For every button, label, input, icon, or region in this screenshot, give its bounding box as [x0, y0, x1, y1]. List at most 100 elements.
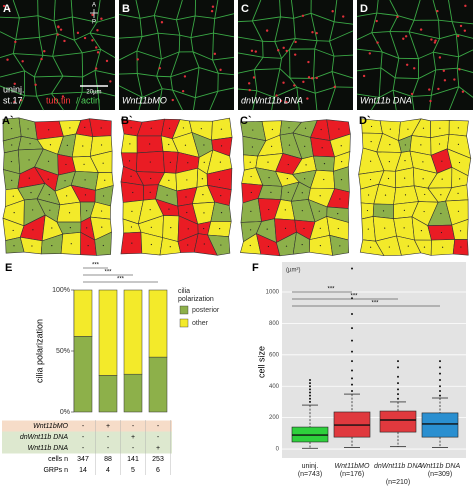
cell-membrane: [392, 77, 396, 91]
cell-membrane: [253, 69, 258, 91]
cell-membrane: [54, 16, 73, 22]
cell-membrane: [156, 75, 171, 78]
basal-body: [404, 194, 407, 196]
cell-membrane: [252, 90, 258, 111]
table-cell: -: [157, 423, 160, 430]
cell-membrane: [430, 69, 437, 96]
cell-membrane: [254, 68, 280, 71]
basal-body: [185, 196, 187, 198]
outlier: [309, 388, 311, 391]
y-tick-label: 0%: [60, 409, 70, 416]
cell-membrane: [408, 31, 440, 40]
cilium: [293, 84, 296, 87]
cell: [136, 135, 164, 154]
basal-body: [249, 161, 251, 163]
cilium: [396, 15, 399, 19]
y-tick-label: 600: [269, 352, 280, 358]
cell-membrane: [458, 86, 473, 98]
cell: [162, 215, 180, 242]
cell-membrane: [237, 88, 257, 92]
outlier: [309, 397, 311, 400]
outlier: [309, 400, 311, 403]
cilium: [61, 95, 65, 98]
basal-body: [102, 162, 104, 164]
cilium: [277, 49, 280, 52]
table-row-label: Wnt11bMO: [33, 423, 68, 430]
cell-membrane: [136, 36, 143, 52]
basal-body: [440, 212, 442, 215]
cell-membrane: [455, 34, 459, 57]
cell-membrane: [73, 39, 83, 54]
cell-membrane: [172, 89, 196, 99]
cell-membrane: [448, 0, 453, 22]
bar-segment: [73, 289, 93, 337]
cell-membrane: [214, 0, 219, 19]
basal-body: [51, 227, 53, 229]
basal-body: [203, 212, 205, 214]
table-row: [2, 464, 172, 476]
cell-membrane: [36, 93, 52, 97]
cell-membrane: [154, 15, 177, 21]
basal-body: [12, 229, 14, 232]
cell-membrane: [141, 32, 159, 38]
basal-body: [149, 209, 151, 211]
table-row: [2, 420, 172, 432]
basal-body: [403, 227, 405, 229]
table-cell: -: [157, 434, 160, 441]
y-tick-label: 1000: [266, 290, 280, 296]
table-cell: 141: [127, 456, 139, 463]
cilium: [402, 37, 405, 40]
cell-membrane: [214, 13, 235, 19]
cilium: [456, 34, 460, 38]
cell-membrane: [190, 15, 196, 38]
y-tick-label: 400: [269, 384, 280, 390]
basal-body: [301, 210, 303, 212]
cell-membrane: [237, 36, 263, 42]
basal-body: [47, 178, 49, 180]
cell: [329, 234, 349, 256]
cell-membrane: [94, 69, 116, 76]
table-cell: 4: [106, 467, 110, 474]
cell-membrane: [314, 40, 318, 50]
panel-label: E: [5, 262, 12, 274]
basal-body: [166, 194, 168, 196]
cell-membrane: [253, 57, 264, 71]
cilium: [210, 9, 214, 13]
cell-membrane: [256, 90, 274, 98]
cell-membrane: [36, 95, 44, 111]
x-tick-n: (n=743): [297, 471, 323, 478]
basal-body: [168, 179, 170, 181]
basal-body: [86, 227, 88, 229]
basal-body: [338, 128, 340, 130]
cell-membrane: [438, 19, 453, 23]
outlier: [397, 375, 399, 378]
cell-membrane: [53, 20, 58, 34]
basal-body: [304, 127, 307, 129]
cell-membrane: [389, 31, 400, 59]
cell-membrane: [237, 20, 253, 23]
cell-membrane: [195, 90, 218, 99]
cilium: [250, 49, 254, 52]
outlier: [439, 389, 441, 392]
cell-membrane: [118, 73, 138, 75]
cell: [210, 201, 232, 222]
basal-body: [389, 144, 391, 146]
cell-membrane: [33, 76, 38, 97]
cell-membrane: [190, 37, 194, 52]
basal-body: [250, 191, 252, 194]
cell-membrane: [94, 49, 102, 71]
cell-membrane: [279, 58, 283, 69]
cilium: [43, 50, 46, 53]
cell-membrane: [397, 15, 415, 21]
cell-membrane: [70, 0, 73, 17]
cell-membrane: [137, 73, 157, 77]
cell-membrane: [89, 32, 102, 50]
cell-membrane: [172, 89, 183, 111]
cell-membrane: [136, 73, 143, 98]
cell-membrane: [81, 76, 84, 93]
cell-membrane: [57, 33, 75, 41]
basal-body: [366, 209, 369, 212]
cilium: [219, 68, 222, 72]
image-caption: dnWnt11b DNA: [241, 95, 303, 105]
cilium: [438, 56, 442, 59]
